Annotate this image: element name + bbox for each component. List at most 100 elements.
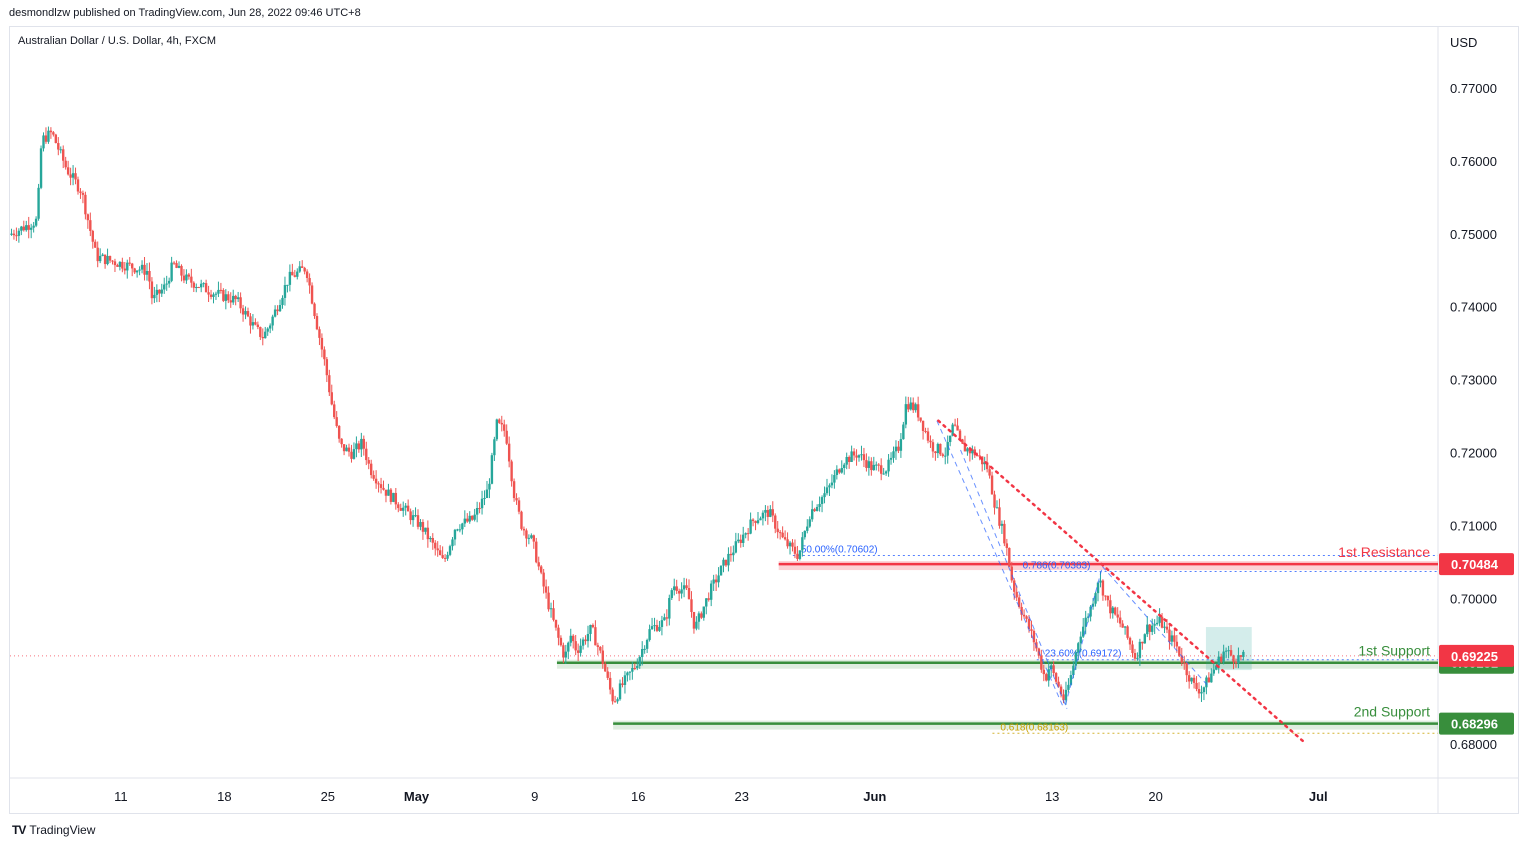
candle-body [254,322,257,325]
candle-body [995,507,999,509]
candle-body [1153,624,1156,626]
candle-body [310,285,314,304]
candle-body [1237,655,1240,664]
candle-body [167,280,171,284]
candle-body [1069,675,1073,685]
candle-body [993,494,996,508]
candle-body [101,254,104,256]
candle-body [190,276,193,283]
candle-body [330,392,333,405]
candle-body [165,283,168,285]
candle-body [776,528,779,533]
candle-body [264,331,267,339]
candle-body [106,256,109,265]
candle-body [1217,656,1220,666]
candle-body [89,220,92,231]
candle-body [150,281,154,299]
candle-body [1242,651,1245,657]
candle-body [288,271,292,285]
candle-body [113,261,117,266]
candle-body [145,270,149,275]
candle-body [870,461,873,471]
candle-body [387,489,390,496]
candle-body [249,316,252,326]
candle-body [15,235,18,237]
candle-body [1148,624,1151,632]
candle-body [227,294,230,301]
candle-body [584,639,587,642]
candle-body [209,294,213,297]
candle-body [57,143,60,150]
candle-body [377,483,380,485]
candle-body [64,160,67,168]
candle-body [1062,694,1065,701]
candle-body [111,260,114,262]
candle-body [335,417,338,426]
y-tick-label: 0.68000 [1450,737,1497,752]
candle-body [948,435,952,443]
candle-body [722,559,725,566]
candle-body [1040,655,1043,670]
candle-body [22,226,25,231]
candle-body [128,262,131,264]
candle-body [318,329,321,338]
candle-body [507,443,511,462]
candle-body [1067,684,1070,690]
x-tick-label: 11 [114,789,128,804]
candle-body [185,274,188,281]
candle-body [746,533,750,535]
candle-body [611,689,614,702]
candle-body [862,454,866,461]
publisher-line: desmondlzw published on TradingView.com,… [9,7,361,19]
candle-body [251,322,255,326]
candle-body [852,451,856,456]
candle-body [586,633,590,642]
candle-body [138,269,141,271]
candle-body [648,629,651,640]
candle-body [458,529,462,531]
candle-body [1215,665,1218,670]
candle-body [1082,626,1085,637]
candle-body [734,541,738,553]
candle-body [1158,616,1161,623]
candle-body [742,534,745,543]
candle-body [527,537,531,539]
candle-body [239,297,242,309]
candle-body [175,263,178,268]
candle-body [756,520,760,524]
candle-body [429,537,432,540]
candle-body [232,295,235,303]
candle-body [618,683,622,700]
candle-body [1212,669,1215,674]
candle-body [34,218,38,226]
candle-body [1183,662,1186,664]
resistance-zone [778,561,1438,571]
candle-body [133,268,136,273]
candle-body [352,449,356,459]
candle-body [633,667,637,669]
candle-body [1239,655,1243,657]
candle-body [714,579,718,583]
candle-body [365,448,368,461]
candle-body [944,455,947,457]
candle-body [436,548,439,551]
current-price-tag [1439,644,1514,667]
candle-body [283,285,287,298]
tradingview-brand[interactable]: TV TradingView [12,823,95,837]
candle-body [404,505,407,508]
candle-body [924,430,927,432]
candle-body [79,191,82,193]
candle-body [153,294,156,299]
candle-body [567,642,570,652]
candle-body [342,444,346,452]
candle-body [512,481,516,499]
candle-body [700,613,703,618]
candle-body [1025,616,1028,619]
candle-body [658,626,661,631]
candle-body [581,639,585,646]
candle-body [589,624,592,634]
candle-body [517,500,521,512]
candle-body [860,454,863,456]
candle-body [1049,665,1053,670]
